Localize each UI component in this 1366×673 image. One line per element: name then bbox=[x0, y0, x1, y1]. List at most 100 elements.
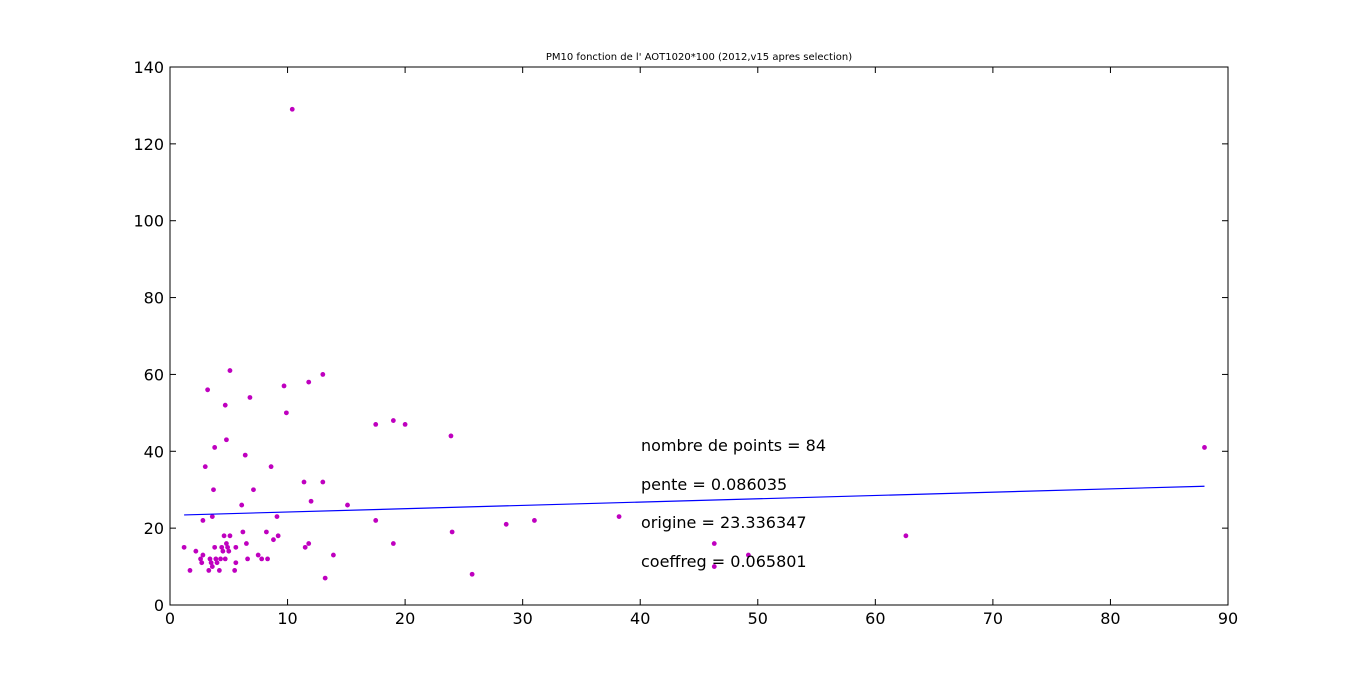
x-tick-label: 30 bbox=[512, 609, 532, 628]
data-point bbox=[259, 556, 265, 562]
data-point bbox=[320, 372, 326, 377]
data-point bbox=[193, 548, 199, 554]
data-point bbox=[211, 487, 216, 493]
data-point bbox=[232, 568, 238, 573]
data-point bbox=[219, 544, 225, 550]
data-point bbox=[200, 552, 206, 558]
y-tick-label: 20 bbox=[144, 519, 164, 538]
y-tick-label: 140 bbox=[133, 58, 164, 77]
data-point bbox=[268, 464, 274, 470]
data-point bbox=[1202, 445, 1207, 450]
data-point bbox=[226, 548, 232, 554]
x-tick-label: 50 bbox=[748, 609, 768, 628]
chart-title: PM10 fonction de l' AOT1020*100 (2012,v1… bbox=[546, 52, 852, 63]
annotation-slope: pente = 0.086035 bbox=[641, 475, 787, 494]
x-tick-label: 20 bbox=[395, 609, 415, 628]
data-point bbox=[247, 395, 253, 400]
y-tick-label: 40 bbox=[144, 442, 164, 461]
data-point bbox=[306, 541, 312, 546]
data-point bbox=[402, 421, 408, 427]
data-point bbox=[244, 541, 249, 546]
data-point bbox=[181, 544, 187, 550]
data-point bbox=[274, 514, 280, 520]
data-point bbox=[212, 445, 218, 450]
data-point bbox=[255, 552, 261, 558]
data-point bbox=[227, 533, 233, 539]
x-tick-label: 90 bbox=[1218, 609, 1238, 628]
data-point bbox=[206, 568, 212, 573]
data-point bbox=[202, 464, 208, 470]
data-point bbox=[222, 556, 228, 562]
data-point bbox=[224, 541, 229, 546]
plot-frame bbox=[169, 66, 1229, 606]
data-point bbox=[216, 568, 222, 573]
x-tick-label: 70 bbox=[983, 609, 1003, 628]
data-point bbox=[187, 568, 193, 573]
y-tick-label: 80 bbox=[144, 289, 164, 308]
data-point bbox=[263, 529, 269, 535]
data-point bbox=[469, 571, 475, 577]
annotation-correlation: coeffreg = 0.065801 bbox=[641, 552, 807, 571]
data-point bbox=[240, 529, 246, 535]
data-point bbox=[302, 544, 308, 550]
data-point bbox=[242, 452, 248, 458]
points-layer bbox=[181, 106, 1207, 581]
data-point bbox=[390, 541, 396, 546]
data-point bbox=[373, 421, 379, 427]
data-point bbox=[449, 529, 455, 535]
data-point bbox=[320, 479, 326, 485]
annotation-point-count: nombre de points = 84 bbox=[641, 436, 826, 455]
x-tick-label: 60 bbox=[865, 609, 885, 628]
data-point bbox=[308, 498, 314, 504]
data-point bbox=[227, 368, 233, 373]
data-point bbox=[390, 418, 396, 423]
data-point bbox=[198, 556, 203, 562]
data-point bbox=[245, 556, 250, 562]
data-point bbox=[283, 410, 289, 416]
data-point bbox=[503, 521, 509, 527]
data-point bbox=[212, 544, 218, 550]
x-axis: 0 10 20 30 40 50 60 70 80 90 bbox=[165, 67, 1238, 628]
annotations: nombre de points = 84 pente = 0.086035 o… bbox=[641, 436, 826, 571]
x-tick-label: 0 bbox=[165, 609, 175, 628]
data-point bbox=[225, 544, 231, 550]
data-point bbox=[213, 556, 219, 562]
data-point bbox=[205, 387, 211, 393]
data-point bbox=[233, 560, 239, 566]
data-point bbox=[220, 548, 226, 554]
data-point bbox=[616, 514, 622, 520]
y-tick-label: 0 bbox=[154, 596, 164, 615]
data-point bbox=[224, 437, 229, 443]
y-tick-label: 100 bbox=[133, 212, 164, 231]
regression-line bbox=[184, 485, 1205, 516]
x-tick-label: 80 bbox=[1100, 609, 1120, 628]
data-point bbox=[322, 575, 328, 581]
data-point bbox=[306, 379, 312, 385]
data-point bbox=[745, 552, 751, 558]
data-point bbox=[532, 518, 537, 523]
data-point bbox=[301, 479, 307, 485]
data-point bbox=[711, 541, 717, 546]
x-tick-label: 40 bbox=[630, 609, 650, 628]
data-point bbox=[233, 544, 239, 550]
data-point bbox=[209, 564, 215, 569]
y-axis: 0 20 40 60 80 100 120 140 bbox=[133, 58, 1228, 615]
data-point bbox=[711, 564, 717, 569]
x-tick-label: 10 bbox=[277, 609, 297, 628]
data-point bbox=[289, 106, 295, 112]
data-point bbox=[207, 556, 213, 562]
data-point bbox=[208, 560, 214, 566]
data-point bbox=[222, 402, 228, 408]
data-point bbox=[448, 433, 454, 439]
data-point bbox=[239, 502, 245, 508]
data-point bbox=[275, 533, 281, 539]
data-point bbox=[265, 556, 270, 562]
data-point bbox=[271, 537, 276, 543]
data-point bbox=[214, 560, 220, 566]
data-point bbox=[373, 518, 379, 523]
data-point bbox=[199, 560, 205, 566]
data-point bbox=[251, 487, 256, 493]
data-point bbox=[218, 556, 223, 562]
data-point bbox=[200, 518, 206, 523]
